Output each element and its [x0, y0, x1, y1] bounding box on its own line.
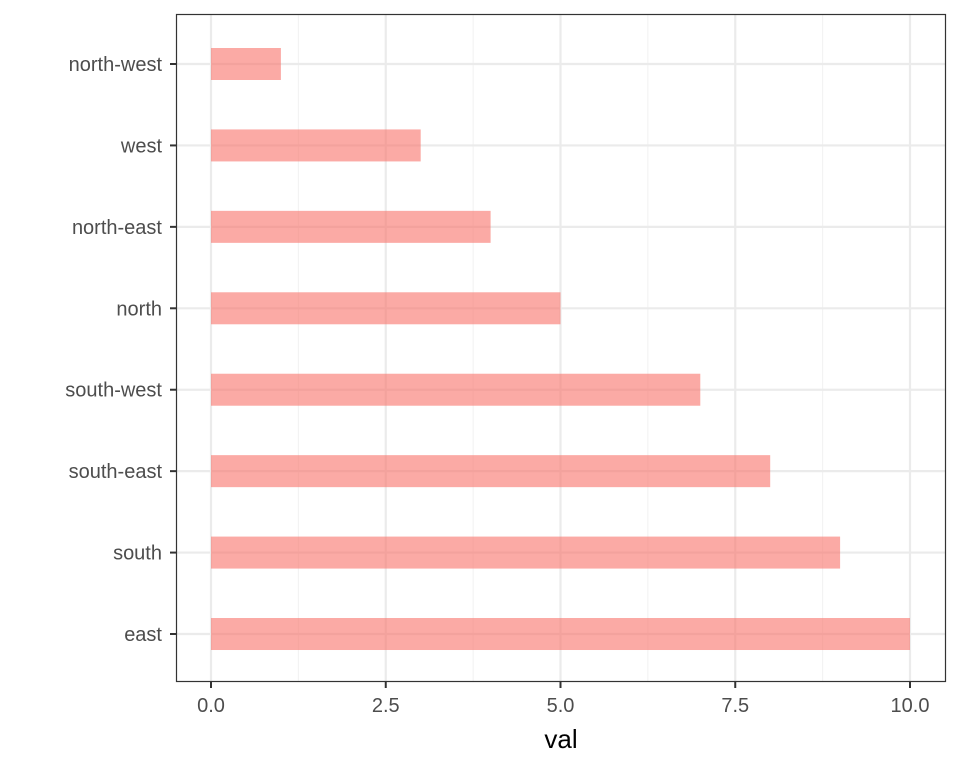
y-tick-label: north-west — [69, 54, 163, 76]
bar-south-east — [211, 455, 771, 488]
y-tick-label: south — [113, 543, 162, 565]
bar-north-east — [211, 210, 491, 243]
bar-south-west — [211, 373, 701, 406]
y-tick-label: north-east — [72, 217, 162, 239]
plot-panel-border — [175, 13, 947, 683]
bar-north — [211, 292, 561, 325]
bar-east — [211, 618, 910, 651]
bar-south — [211, 536, 841, 569]
grid-lines — [176, 14, 946, 682]
y-tick-label: east — [124, 624, 162, 646]
x-axis: 0.0 2.5 5.0 7.5 10.0 — [197, 682, 929, 717]
x-tick-label: 2.5 — [372, 695, 400, 717]
bar-west — [211, 129, 421, 162]
y-tick-label: west — [120, 135, 163, 157]
x-tick-label: 7.5 — [721, 695, 749, 717]
x-tick-label: 5.0 — [547, 695, 575, 717]
x-tick-label: 0.0 — [197, 695, 225, 717]
y-tick-label: south-east — [69, 461, 163, 483]
y-axis: north-west west north-east north south-west s… — [65, 54, 176, 646]
y-tick-label: south-west — [65, 380, 162, 402]
x-axis-title: val — [544, 724, 577, 754]
bar-north-west — [211, 48, 281, 80]
y-tick-label: north — [116, 298, 162, 320]
bars — [211, 48, 910, 651]
x-tick-label: 10.0 — [891, 695, 930, 717]
